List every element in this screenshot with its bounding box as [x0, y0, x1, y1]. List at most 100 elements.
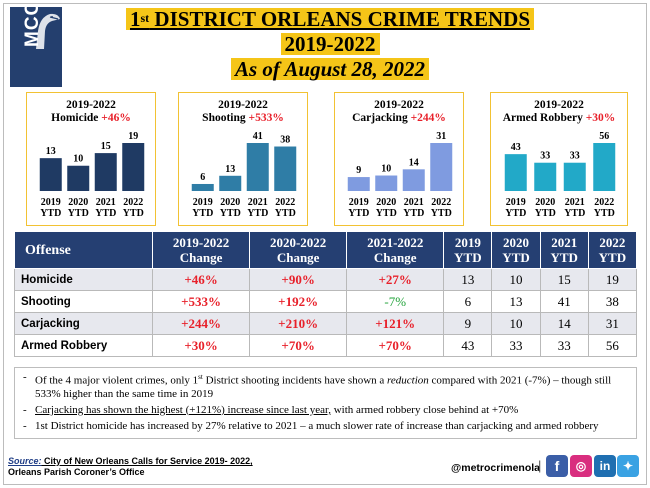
cell-ytd: 41: [539, 290, 589, 313]
bar: [246, 143, 269, 191]
cell-offense: Carjacking: [14, 312, 153, 335]
cell-change: +210%: [249, 312, 348, 335]
cell-ytd: 9: [443, 312, 493, 335]
tick-label: YTD: [247, 208, 268, 219]
data-label: 9: [356, 165, 361, 176]
cell-change: +30%: [151, 334, 251, 357]
header-2022-ytd: 2022 YTD: [587, 231, 638, 269]
instagram-icon[interactable]: ◎: [570, 455, 592, 477]
data-label: 10: [73, 154, 83, 165]
cell-offense: Homicide: [14, 268, 153, 291]
bar: [219, 175, 242, 191]
chart-title: 2019-2022 Carjacking +244%: [352, 99, 446, 124]
chart-title: 2019-2022 Shooting +533%: [202, 99, 284, 124]
header-offense: Offense: [14, 231, 153, 269]
tick-label: 2022: [431, 197, 451, 208]
table-row: Homicide +46% +90% +27% 13 10 15 19: [14, 268, 638, 291]
header-2020-ytd: 2020 YTD: [491, 231, 541, 269]
cell-change: +70%: [346, 334, 445, 357]
data-label: 41: [253, 131, 263, 142]
facebook-icon[interactable]: f: [546, 455, 568, 477]
logo-text: MCC: [22, 7, 43, 47]
tick-label: 2021: [565, 197, 585, 208]
tick-label: 2019: [41, 197, 61, 208]
cell-ytd: 33: [539, 334, 589, 357]
title-line-2: 2019-2022: [280, 33, 380, 55]
data-label: 13: [225, 164, 235, 175]
chart-armed-robbery: 2019-2022 Armed Robbery +30% 43 2019 YTD 33 2…: [490, 92, 628, 226]
table-row: Carjacking +244% +210% +121% 9 10 14 31: [14, 312, 638, 335]
data-label: 13: [46, 146, 56, 157]
tick-label: 2019: [193, 197, 213, 208]
tick-label: YTD: [431, 208, 452, 219]
cell-offense: Armed Robbery: [14, 334, 153, 357]
cell-change: -7%: [346, 290, 445, 313]
tick-label: 2022: [123, 197, 143, 208]
tick-label: 2020: [535, 197, 555, 208]
cell-change: +192%: [249, 290, 348, 313]
data-label: 15: [101, 141, 111, 152]
pelican-emblem: [36, 13, 60, 49]
cell-offense: Shooting: [14, 290, 153, 313]
data-label: 10: [381, 164, 391, 175]
note-item: Carjacking has shown the highest (+121%)…: [23, 404, 628, 417]
linkedin-icon[interactable]: in: [594, 455, 616, 477]
tick-label: 2022: [275, 197, 295, 208]
tick-label: YTD: [123, 208, 144, 219]
cell-ytd: 56: [587, 334, 638, 357]
cell-ytd: 43: [443, 334, 493, 357]
note-item: Of the 4 major violent crimes, only 1st …: [23, 371, 628, 401]
cell-ytd: 15: [539, 268, 589, 291]
chart-shooting: 2019-2022 Shooting +533% 6 2019 YTD 13 2020 YT…: [178, 92, 308, 226]
cell-change: +533%: [151, 290, 251, 313]
cell-ytd: 10: [491, 268, 541, 291]
data-label: 14: [409, 157, 419, 168]
cell-ytd: 33: [491, 334, 541, 357]
footer-separator: |: [538, 458, 542, 473]
tick-label: YTD: [275, 208, 296, 219]
bar: [274, 146, 297, 191]
cell-change: +90%: [249, 268, 348, 291]
source-note: Source: City of New Orleans Calls for Se…: [8, 456, 253, 477]
tick-label: YTD: [594, 208, 615, 219]
bar: [402, 169, 425, 191]
data-label: 33: [570, 151, 580, 162]
tick-label: YTD: [220, 208, 241, 219]
chart-title: 2019-2022 Armed Robbery +30%: [502, 99, 616, 124]
tick-label: YTD: [535, 208, 556, 219]
chart-title: 2019-2022 Homicide +46%: [51, 99, 131, 124]
data-label: 33: [540, 151, 550, 162]
title-block: 1st DISTRICT ORLEANS CRIME TRENDS 2019-2…: [120, 8, 540, 83]
bar: [39, 158, 62, 191]
title-line-3: As of August 28, 2022: [230, 58, 429, 80]
header-2021-ytd: 2021 YTD: [539, 231, 589, 269]
cell-ytd: 31: [587, 312, 638, 335]
tick-label: 2019: [506, 197, 526, 208]
tick-label: 2021: [96, 197, 116, 208]
social-handle[interactable]: @metrocrimenola: [451, 462, 541, 474]
twitter-icon[interactable]: ✦: [617, 455, 639, 477]
cell-ytd: 38: [587, 290, 638, 313]
tick-label: 2022: [594, 197, 614, 208]
chart-homicide: 2019-2022 Homicide +46% 13 2019 YTD 10 2020 YT…: [26, 92, 156, 226]
notes-box: Of the 4 major violent crimes, only 1st …: [14, 367, 637, 439]
tick-label: YTD: [192, 208, 213, 219]
tick-label: YTD: [564, 208, 585, 219]
table-row: Shooting +533% +192% -7% 6 13 41 38: [14, 290, 638, 313]
cell-change: +121%: [346, 312, 445, 335]
tick-label: YTD: [376, 208, 397, 219]
bar: [67, 165, 90, 191]
bar: [122, 143, 145, 191]
bar: [534, 162, 557, 191]
bar: [191, 183, 214, 191]
cell-change: +46%: [151, 268, 251, 291]
tick-label: 2021: [248, 197, 268, 208]
tick-label: 2020: [376, 197, 396, 208]
data-label: 38: [280, 135, 290, 146]
cell-ytd: 10: [491, 312, 541, 335]
tick-label: YTD: [403, 208, 424, 219]
cell-ytd: 19: [587, 268, 638, 291]
